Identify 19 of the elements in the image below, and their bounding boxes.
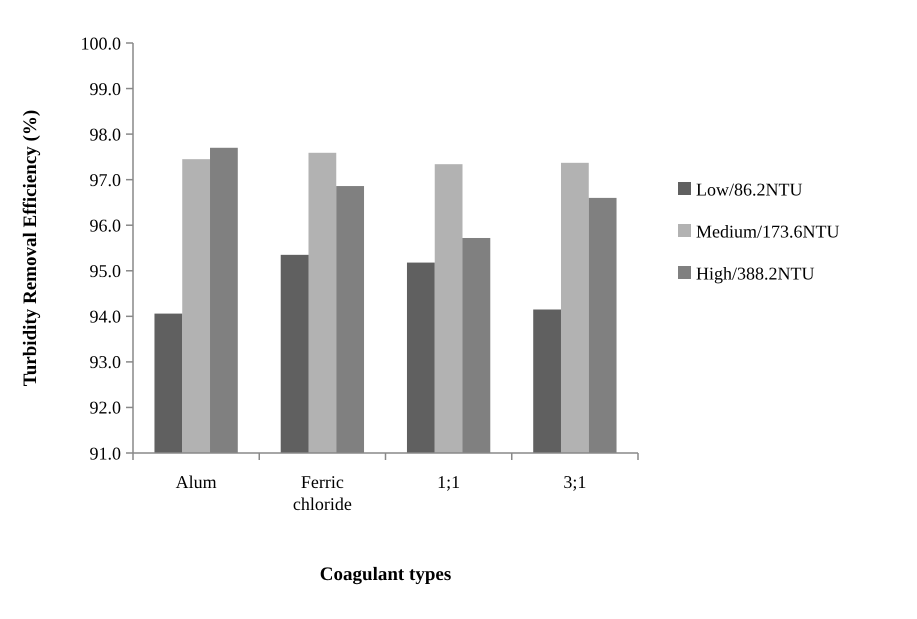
y-tick-label: 95.0 (90, 261, 121, 282)
y-tick-label: 98.0 (90, 124, 121, 144)
y-tick-label: 96.0 (90, 216, 121, 236)
x-axis-title: Coagulant types (320, 564, 452, 585)
legend-label: High/388.2NTU (696, 263, 814, 284)
y-tick-label: 99.0 (90, 78, 121, 99)
x-tick-label: Ferric chloride (292, 472, 352, 514)
y-tick-label: 92.0 (90, 398, 121, 418)
y-tick-label: 97.0 (90, 170, 121, 190)
y-axis-title: Turbidity Removal Efficiency (%) (20, 110, 41, 386)
x-tick-label: 1;1 (437, 472, 460, 492)
y-tick-label: 100.0 (80, 33, 121, 54)
legend-label: Low/86.2NTU (696, 179, 802, 200)
y-tick-label: 93.0 (90, 352, 121, 372)
legend-label: Medium/173.6NTU (696, 221, 840, 242)
x-tick-label: Alum (176, 472, 217, 492)
y-tick-label: 94.0 (90, 306, 121, 327)
y-tick-label: 91.0 (90, 443, 121, 464)
x-tick-label: 3;1 (563, 472, 586, 492)
